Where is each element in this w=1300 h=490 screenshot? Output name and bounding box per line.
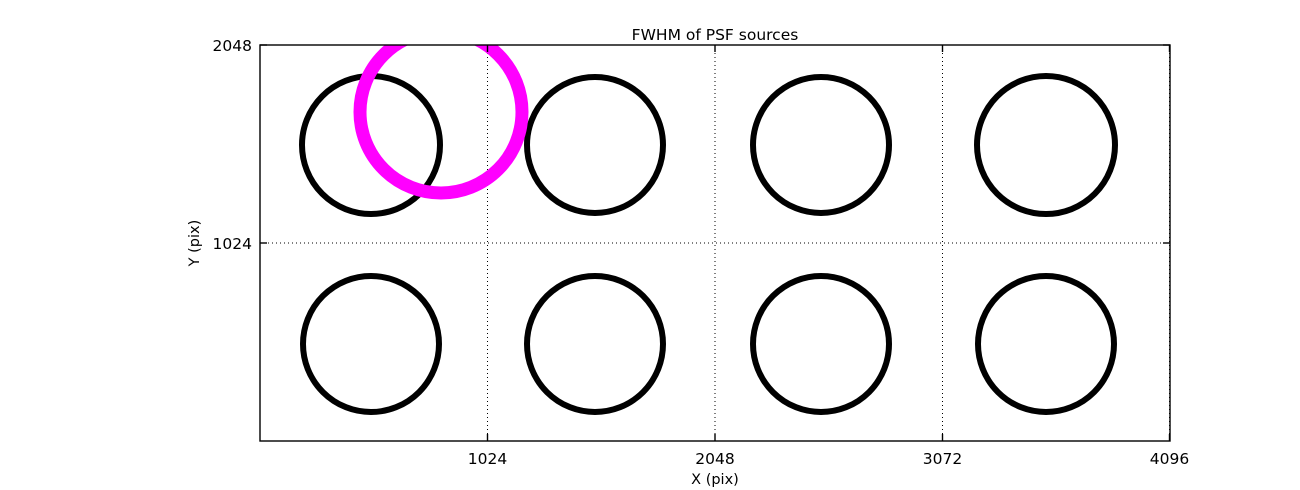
marker-circle — [750, 74, 892, 216]
marker-circle — [750, 273, 892, 415]
y-tick-label: 1024 — [213, 235, 252, 253]
x-axis-label: X (pix) — [691, 472, 739, 488]
x-tick-label: 1024 — [468, 450, 507, 468]
chart-title: FWHM of PSF sources — [632, 26, 799, 44]
y-tick-label: 2048 — [213, 37, 252, 55]
x-tick-label: 3072 — [923, 450, 962, 468]
x-tick-label: 4096 — [1150, 450, 1189, 468]
y-axis-label: Y (pix) — [187, 220, 203, 268]
data-markers — [299, 45, 1118, 415]
axes-background — [260, 45, 1170, 441]
marker-circle — [975, 273, 1117, 415]
marker-circle-reference — [353, 45, 529, 200]
marker-circle — [524, 74, 666, 216]
x-tick-marks — [486, 45, 1171, 441]
marker-circle — [300, 273, 442, 415]
marker-circle — [524, 273, 666, 415]
series-psf-sources — [299, 73, 1118, 415]
y-tick-marks — [260, 44, 1170, 244]
marker-circle — [974, 73, 1118, 217]
series-reference-psf — [353, 45, 529, 200]
x-tick-label: 2048 — [695, 450, 734, 468]
